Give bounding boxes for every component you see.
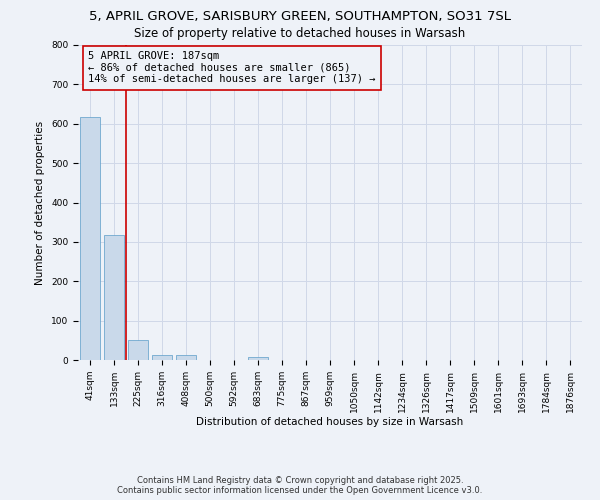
Bar <box>152 356 172 360</box>
Y-axis label: Number of detached properties: Number of detached properties <box>35 120 46 284</box>
Bar <box>176 355 196 360</box>
Bar <box>104 235 124 360</box>
Text: Contains HM Land Registry data © Crown copyright and database right 2025.
Contai: Contains HM Land Registry data © Crown c… <box>118 476 482 495</box>
Bar <box>128 340 148 360</box>
Bar <box>80 117 100 360</box>
Bar <box>248 357 268 360</box>
Text: 5, APRIL GROVE, SARISBURY GREEN, SOUTHAMPTON, SO31 7SL: 5, APRIL GROVE, SARISBURY GREEN, SOUTHAM… <box>89 10 511 23</box>
Text: Size of property relative to detached houses in Warsash: Size of property relative to detached ho… <box>134 28 466 40</box>
X-axis label: Distribution of detached houses by size in Warsash: Distribution of detached houses by size … <box>196 418 464 428</box>
Text: 5 APRIL GROVE: 187sqm
← 86% of detached houses are smaller (865)
14% of semi-det: 5 APRIL GROVE: 187sqm ← 86% of detached … <box>88 52 376 84</box>
